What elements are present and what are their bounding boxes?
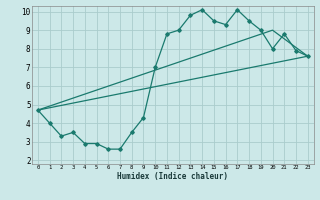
X-axis label: Humidex (Indice chaleur): Humidex (Indice chaleur) <box>117 172 228 181</box>
